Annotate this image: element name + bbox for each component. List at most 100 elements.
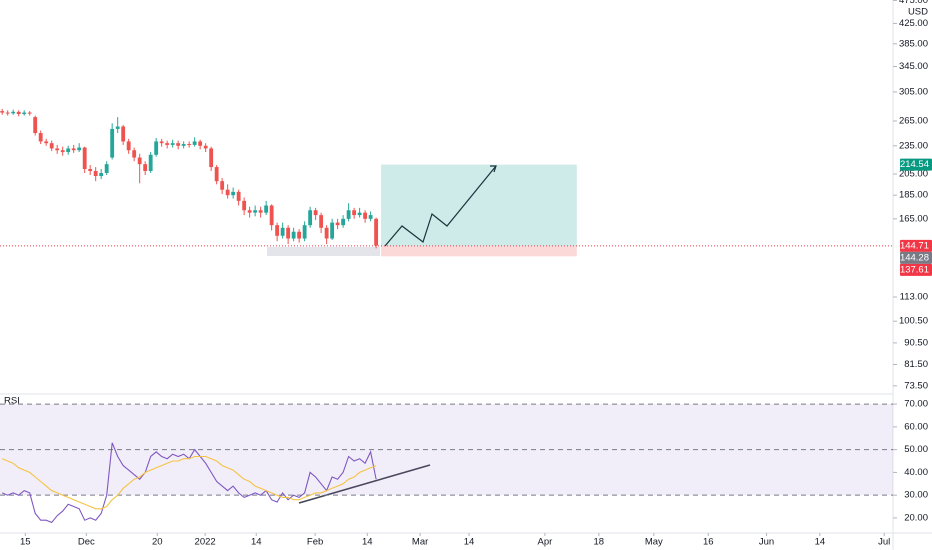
candle-body bbox=[71, 148, 76, 151]
stop-zone bbox=[381, 245, 577, 257]
candle-body bbox=[16, 111, 21, 115]
x-tick-label: 2022 bbox=[195, 537, 216, 548]
candle-body bbox=[137, 157, 142, 165]
candle-body bbox=[55, 148, 60, 151]
candle-body bbox=[11, 111, 16, 114]
candle-body bbox=[253, 210, 258, 213]
candle-body bbox=[363, 212, 368, 219]
candle-body bbox=[214, 167, 219, 182]
y-tick-label: 205.00 bbox=[899, 169, 928, 180]
candle-body bbox=[38, 133, 43, 142]
candle-body bbox=[77, 147, 82, 151]
price-label-box bbox=[900, 251, 932, 264]
candle-body bbox=[192, 141, 197, 145]
candle-body bbox=[341, 218, 346, 226]
price-label-box bbox=[900, 239, 932, 252]
y-tick-label: 305.00 bbox=[899, 86, 928, 97]
price-label: 144.71 bbox=[900, 240, 929, 251]
x-tick-label: Mar bbox=[412, 537, 428, 548]
candle-body bbox=[170, 143, 175, 145]
candle-body bbox=[280, 227, 285, 236]
candle-body bbox=[374, 218, 379, 246]
x-tick-label: May bbox=[645, 537, 663, 548]
candle-body bbox=[291, 231, 296, 239]
candle-body bbox=[33, 117, 38, 134]
x-tick-label: 14 bbox=[251, 537, 262, 548]
candle-body bbox=[308, 210, 313, 226]
candle-body bbox=[0, 111, 5, 113]
range-box bbox=[267, 247, 380, 256]
candle-body bbox=[99, 172, 104, 177]
candle-body bbox=[110, 128, 115, 158]
candle-body bbox=[264, 205, 269, 213]
candle-body bbox=[126, 141, 131, 151]
candle-body bbox=[176, 143, 181, 146]
candle-body bbox=[357, 212, 362, 216]
candle-body bbox=[225, 189, 230, 196]
candle-body bbox=[148, 154, 153, 171]
candle-body bbox=[231, 191, 236, 196]
x-tick-label: 14 bbox=[362, 537, 373, 548]
y-tick-label: 70.00 bbox=[904, 399, 928, 410]
price-label-box bbox=[900, 263, 932, 276]
y-tick-label: 60.00 bbox=[904, 421, 928, 432]
price-label: 214.54 bbox=[900, 159, 929, 170]
y-tick-label: 50.00 bbox=[904, 444, 928, 455]
candle-body bbox=[275, 225, 280, 236]
candle-body bbox=[93, 170, 98, 177]
y-tick-label: 475.00 bbox=[899, 0, 928, 6]
x-tick-label: 15 bbox=[20, 537, 31, 548]
x-tick-label: Dec bbox=[78, 537, 95, 548]
candle-body bbox=[335, 222, 340, 226]
y-tick-label: 30.00 bbox=[904, 490, 928, 501]
y-tick-label: 100.50 bbox=[899, 316, 928, 327]
y-tick-label: 385.00 bbox=[899, 38, 928, 49]
y-tick-label: 425.00 bbox=[899, 18, 928, 29]
currency-label: USD bbox=[908, 7, 928, 18]
x-tick-label: Apr bbox=[538, 537, 553, 548]
candle-body bbox=[181, 144, 186, 146]
candle-body bbox=[302, 225, 307, 239]
candle-body bbox=[313, 210, 318, 216]
arrow-head bbox=[490, 165, 497, 173]
projection-arrow bbox=[384, 165, 497, 247]
y-tick-label: 40.00 bbox=[904, 467, 928, 478]
candle-body bbox=[27, 112, 32, 114]
candle-body bbox=[88, 169, 93, 171]
y-tick-label: 345.00 bbox=[899, 61, 928, 72]
x-tick-label: 14 bbox=[815, 537, 826, 548]
candle-body bbox=[319, 215, 324, 228]
rsi-title: RSI bbox=[4, 396, 20, 407]
x-tick-label: 16 bbox=[703, 537, 714, 548]
candle-body bbox=[5, 112, 10, 114]
candle-body bbox=[132, 150, 137, 158]
candle-body bbox=[60, 150, 65, 153]
price-label-box bbox=[900, 158, 932, 171]
candle-body bbox=[220, 181, 225, 190]
candle-body bbox=[297, 231, 302, 239]
candle-body bbox=[187, 144, 192, 146]
y-tick-label: 165.00 bbox=[899, 213, 928, 224]
y-tick-label: 185.00 bbox=[899, 190, 928, 201]
price-label: 144.28 bbox=[900, 252, 929, 263]
candle-body bbox=[368, 215, 373, 219]
x-tick-label: Feb bbox=[307, 537, 323, 548]
candle-body bbox=[104, 164, 109, 173]
y-tick-label: 81.50 bbox=[904, 359, 928, 370]
x-tick-label: Jul bbox=[878, 537, 890, 548]
price-label: 137.61 bbox=[900, 264, 929, 275]
candle-body bbox=[242, 200, 247, 211]
x-tick-label: Jun bbox=[759, 537, 774, 548]
candle-body bbox=[247, 210, 252, 213]
candle-body bbox=[49, 143, 54, 149]
candle-body bbox=[165, 143, 170, 145]
candle-body bbox=[203, 145, 208, 149]
candle-body bbox=[121, 126, 126, 142]
y-tick-label: 113.00 bbox=[900, 292, 928, 303]
y-tick-label: 90.50 bbox=[904, 337, 928, 348]
y-tick-label: 265.00 bbox=[899, 115, 928, 126]
y-tick-label: 20.00 bbox=[904, 512, 928, 523]
candle-body bbox=[154, 141, 159, 155]
